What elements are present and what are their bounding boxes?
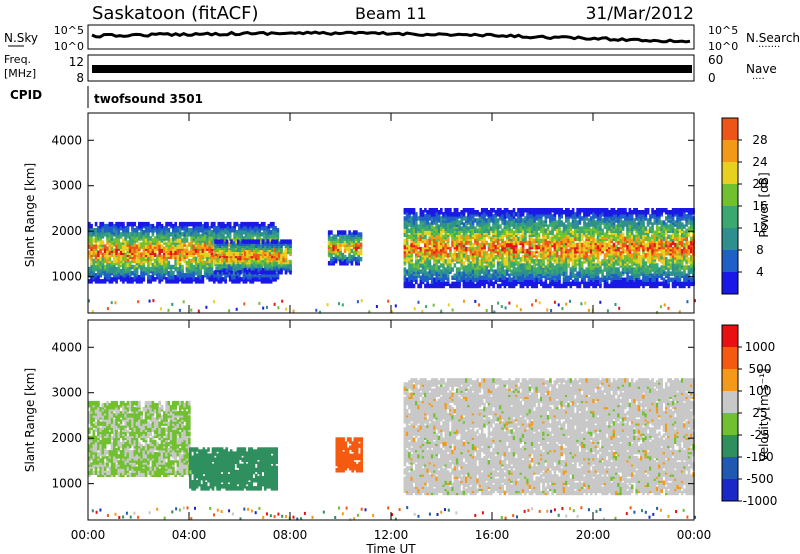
y-tick-label: 2000 bbox=[51, 431, 82, 445]
velocity-echo-cells bbox=[88, 378, 696, 521]
y-tick-label: 1000 bbox=[51, 477, 82, 491]
colorbar-tick-label: 12 bbox=[752, 221, 767, 235]
noise-sky-line bbox=[91, 30, 691, 44]
colorbar-tick-label: 500 bbox=[749, 362, 772, 376]
colorbar-tick-label: 28 bbox=[752, 133, 767, 147]
x-tick-label: 08:00 bbox=[273, 528, 308, 542]
y-tick-label: 2000 bbox=[51, 224, 82, 238]
x-tick-label: 16:00 bbox=[475, 528, 510, 542]
colorbar-tick-label: -500 bbox=[746, 472, 773, 486]
noise-right-sub: ······· bbox=[758, 42, 780, 53]
station-title: Saskatoon (fitACF) bbox=[92, 3, 259, 24]
noise-right-tick-bottom: 10^0 bbox=[708, 40, 738, 53]
freq-left-tick-top: 12 bbox=[69, 55, 84, 69]
velocity-colorbar-label: Velocity [m s⁻¹] bbox=[757, 368, 771, 461]
nave-label: Nave bbox=[746, 62, 777, 76]
y-tick-label: 4000 bbox=[51, 133, 82, 147]
colorbar-tick-label: 25 bbox=[752, 406, 767, 420]
colorbar-tick-label: -1000 bbox=[743, 494, 778, 508]
noise-left-label: N.Sky bbox=[4, 31, 38, 45]
colorbar-tick-label: 8 bbox=[756, 243, 764, 257]
velocity-panel: 1000 2000 3000 4000 00:00 04:00 08:00 12:00 16:… bbox=[23, 319, 778, 542]
x-tick-label: 20:00 bbox=[576, 528, 611, 542]
freq-label-1: Freq. bbox=[4, 53, 31, 66]
colorbar-tick-label: 24 bbox=[752, 155, 767, 169]
freq-right-tick-top: 60 bbox=[708, 53, 723, 67]
freq-left-tick-bottom: 8 bbox=[76, 71, 84, 85]
cpid-program: twofsound 3501 bbox=[94, 92, 203, 106]
freq-right-tick-bottom: 0 bbox=[708, 71, 716, 85]
power-panel: 1000 2000 3000 4000 Slant Range [km] 4 8 12 16… bbox=[23, 112, 771, 314]
nave-sub: ···· bbox=[752, 74, 765, 85]
velocity-colorbar: 1000 500 100 25 -25 -100 -500 -1000 bbox=[721, 324, 778, 508]
noise-right-label: N.Search bbox=[746, 31, 800, 45]
beam-title: Beam 11 bbox=[355, 4, 427, 23]
power-colorbar: 4 8 12 16 20 24 28 bbox=[721, 117, 768, 295]
freq-label-2: [MHz] bbox=[4, 67, 36, 80]
y-tick-label: 3000 bbox=[51, 386, 82, 400]
noise-left-tick-bottom: 10^0 bbox=[54, 40, 84, 53]
colorbar-tick-label: -100 bbox=[746, 450, 773, 464]
colorbar-tick-label: 16 bbox=[752, 199, 767, 213]
power-echo-cells bbox=[88, 208, 696, 314]
power-colorbar-label: Power [dB] bbox=[757, 172, 771, 237]
colorbar-tick-label: 100 bbox=[749, 384, 772, 398]
frequency-panel: Freq. [MHz] 12 8 60 0 Nave ···· bbox=[4, 53, 777, 85]
colorbar-tick-label: 1000 bbox=[745, 340, 776, 354]
noise-left-tick-top: 10^5 bbox=[54, 24, 84, 37]
colorbar-tick-label: 20 bbox=[752, 177, 767, 191]
x-tick-label: 00:00 bbox=[71, 528, 106, 542]
x-tick-label: 04:00 bbox=[172, 528, 207, 542]
power-ylabel: Slant Range [km] bbox=[23, 163, 37, 267]
noise-right-tick-top: 10^5 bbox=[708, 24, 738, 37]
y-tick-label: 3000 bbox=[51, 179, 82, 193]
date-title: 31/Mar/2012 bbox=[586, 4, 694, 24]
x-tick-label: 12:00 bbox=[374, 528, 409, 542]
cpid-label: CPID bbox=[10, 88, 42, 102]
velocity-ylabel: Slant Range [km] bbox=[23, 368, 37, 472]
y-tick-label: 4000 bbox=[51, 340, 82, 354]
noise-panel: N.Sky 10^5 10^0 10^5 10^0 N.Search ·····… bbox=[4, 24, 800, 53]
colorbar-tick-label: -25 bbox=[750, 428, 770, 442]
time-xlabel: Time UT bbox=[365, 542, 416, 554]
colorbar-tick-label: 4 bbox=[756, 265, 764, 279]
y-tick-label: 1000 bbox=[51, 270, 82, 284]
frequency-band bbox=[92, 65, 692, 73]
cpid-panel: CPID twofsound 3501 bbox=[10, 86, 203, 108]
x-tick-label: 00:00 bbox=[677, 528, 712, 542]
